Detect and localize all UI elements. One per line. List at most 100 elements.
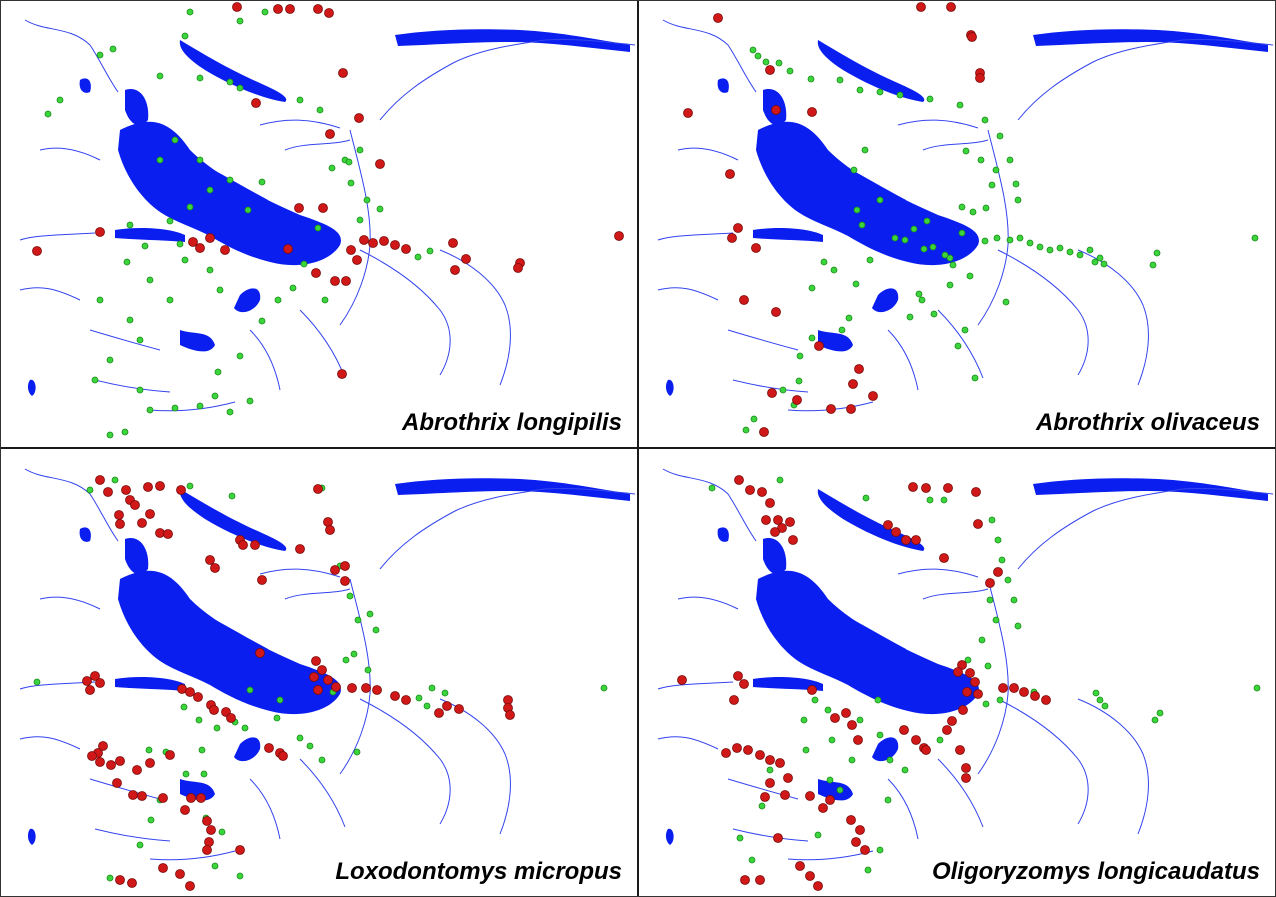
river-line [727,329,799,351]
lake-shape [717,78,729,93]
presence-point [868,391,878,401]
presence-point [998,683,1008,693]
presence-point [121,485,131,495]
absence-point [166,217,174,225]
presence-point [614,231,624,241]
presence-point [830,713,840,723]
presence-point [238,540,248,550]
lake-shape [192,609,268,655]
river-line [259,568,341,578]
presence-point [967,32,977,42]
absence-point [1151,716,1159,724]
absence-point [856,86,864,94]
absence-point [836,786,844,794]
absence-point [802,746,810,754]
absence-point [353,748,361,756]
presence-point [185,687,195,697]
absence-point [228,492,236,500]
presence-point [324,8,334,18]
absence-point [795,377,803,385]
absence-point [106,356,114,364]
presence-point [765,498,775,508]
absence-point [328,164,336,172]
presence-point [163,529,173,539]
river-line [249,329,281,391]
presence-point [943,483,953,493]
presence-point [813,881,823,891]
presence-point [255,648,265,658]
absence-point [111,476,119,484]
absence-point [414,253,422,261]
absence-point [423,702,431,710]
absence-point [226,408,234,416]
absence-point [1006,156,1014,164]
presence-point [973,519,983,529]
presence-point [313,685,323,695]
absence-point [956,101,964,109]
absence-point [182,770,190,778]
absence-point [321,296,329,304]
absence-point [1014,196,1022,204]
lake-shape [234,737,261,762]
absence-point [246,686,254,694]
lake-shape [115,676,185,691]
presence-point [278,751,288,761]
presence-point [970,677,980,687]
map-panel-top-left: Abrothrix longipilis [0,0,638,448]
presence-point [1009,683,1019,693]
absence-point [930,310,938,318]
presence-point [137,791,147,801]
river-line [937,309,984,379]
absence-point [86,486,94,494]
river-line [657,287,719,301]
absence-point [800,716,808,724]
river-line [887,329,919,391]
absence-point [145,746,153,754]
presence-point [87,751,97,761]
presence-point [95,227,105,237]
absence-point [273,714,281,722]
presence-point [743,745,753,755]
absence-point [1036,243,1044,251]
absence-point [862,494,870,502]
presence-point [325,525,335,535]
presence-point [323,675,333,685]
presence-point [130,500,140,510]
presence-point [294,203,304,213]
absence-point [236,17,244,25]
absence-point [982,700,990,708]
absence-point [354,616,362,624]
absence-point [274,296,282,304]
presence-point [331,682,341,692]
absence-point [1046,246,1054,254]
absence-point [198,746,206,754]
absence-point [213,724,221,732]
absence-point [236,352,244,360]
species-label: Abrothrix longipilis [398,408,626,438]
river-line [359,249,451,376]
presence-point [318,203,328,213]
presence-point [765,778,775,788]
presence-point [98,741,108,751]
absence-point [994,536,1002,544]
absence-point [988,516,996,524]
absence-point [807,75,815,83]
absence-point [258,317,266,325]
presence-point [901,535,911,545]
presence-point [767,388,777,398]
absence-point [136,336,144,344]
presence-point [958,705,968,715]
absence-point [856,716,864,724]
presence-point [285,4,295,14]
absence-point [258,178,266,186]
presence-point [450,265,460,275]
presence-point [206,825,216,835]
absence-point [1149,261,1157,269]
presence-point [851,837,861,847]
river-line [284,139,351,151]
absence-point [1014,622,1022,630]
presence-point [962,687,972,697]
river-line [259,119,341,129]
absence-point [1066,248,1074,256]
presence-point [188,237,198,247]
